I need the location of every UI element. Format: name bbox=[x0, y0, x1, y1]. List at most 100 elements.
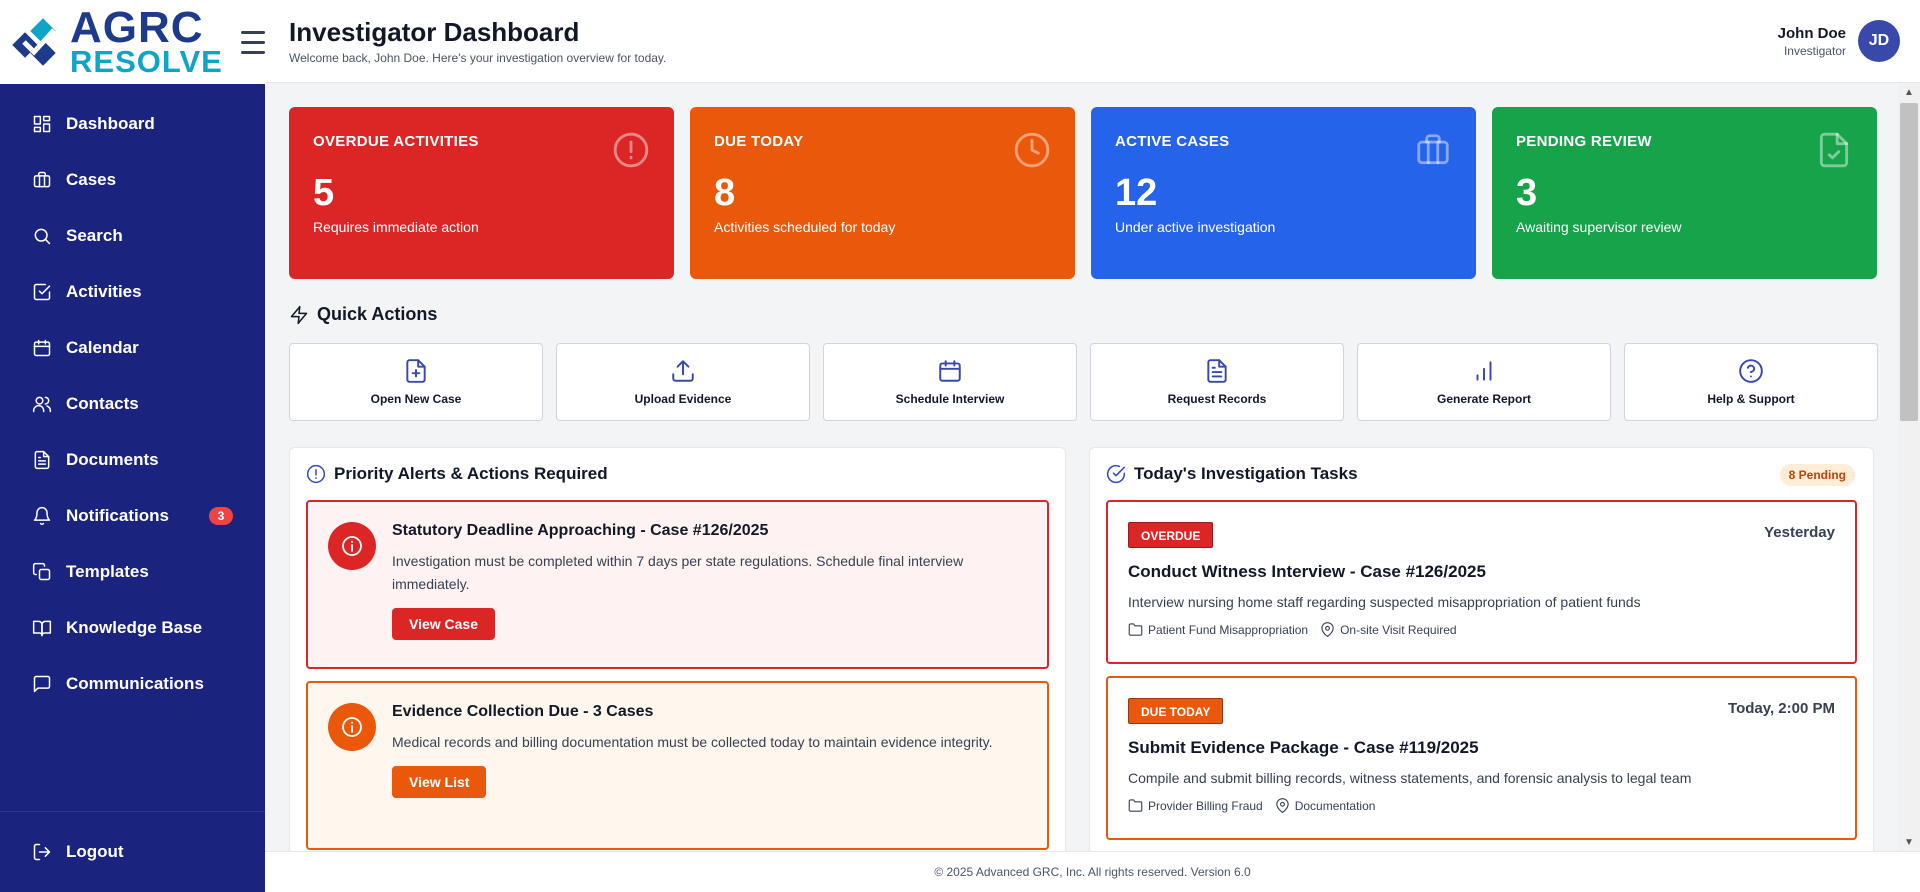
menu-toggle-icon[interactable] bbox=[240, 30, 265, 54]
sidebar-item-cases[interactable]: Cases bbox=[0, 152, 265, 208]
main-scrollbar[interactable]: ▲ ▼ bbox=[1898, 83, 1920, 851]
sidebar-item-communications[interactable]: Communications bbox=[0, 656, 265, 712]
stat-desc: Activities scheduled for today bbox=[714, 219, 896, 235]
stat-card-pending-review[interactable]: PENDING REVIEW 3 Awaiting supervisor rev… bbox=[1492, 107, 1877, 279]
quick-actions-row: Open New Case Upload Evidence Schedule I… bbox=[289, 343, 1878, 421]
stat-card-due-today[interactable]: DUE TODAY 8 Activities scheduled for tod… bbox=[690, 107, 1075, 279]
sidebar: AGRC RESOLVE Dashboard Cases Search Acti… bbox=[0, 0, 265, 892]
alert-text: Investigation must be completed within 7… bbox=[392, 553, 964, 592]
quick-actions-title: Quick Actions bbox=[317, 304, 438, 324]
check-circle-icon bbox=[1106, 465, 1126, 484]
alert-card: Evidence Collection Due - 3 Cases Medica… bbox=[306, 681, 1049, 850]
schedule-interview-button[interactable]: Schedule Interview bbox=[823, 343, 1077, 421]
task-description: Interview nursing home staff regarding s… bbox=[1128, 594, 1641, 610]
sidebar-item-label: Calendar bbox=[66, 338, 139, 357]
avatar[interactable]: JD bbox=[1858, 20, 1900, 62]
quick-action-label: Schedule Interview bbox=[895, 392, 1005, 406]
info-icon bbox=[328, 522, 376, 570]
task-time: Today, 2:00 PM bbox=[1728, 700, 1835, 717]
generate-report-button[interactable]: Generate Report bbox=[1357, 343, 1611, 421]
alert-circle-icon bbox=[306, 464, 326, 484]
sidebar-item-knowledge-base[interactable]: Knowledge Base bbox=[0, 600, 265, 656]
users-icon bbox=[32, 396, 52, 413]
task-title: Conduct Witness Interview - Case #126/20… bbox=[1128, 562, 1486, 581]
task-location: Documentation bbox=[1275, 798, 1375, 813]
copy-icon bbox=[32, 562, 51, 581]
task-card[interactable]: OVERDUE Yesterday Conduct Witness Interv… bbox=[1106, 500, 1857, 664]
request-records-button[interactable]: Request Records bbox=[1090, 343, 1344, 421]
sidebar-item-label: Contacts bbox=[66, 394, 139, 413]
sidebar-item-activities[interactable]: Activities bbox=[0, 264, 265, 320]
stat-card-active-cases[interactable]: ACTIVE CASES 12 Under active investigati… bbox=[1091, 107, 1476, 279]
sidebar-item-label: Communications bbox=[66, 674, 204, 693]
view-case-button[interactable]: View Case bbox=[392, 608, 496, 640]
sidebar-item-label: Documents bbox=[66, 450, 159, 469]
sidebar-item-notifications[interactable]: Notifications 3 bbox=[0, 488, 265, 544]
status-badge: OVERDUE bbox=[1128, 522, 1214, 548]
panel-title: Priority Alerts & Actions Required bbox=[334, 464, 608, 483]
help-support-button[interactable]: Help & Support bbox=[1624, 343, 1878, 421]
task-description: Compile and submit billing records, witn… bbox=[1128, 770, 1692, 786]
copyright-text: © 2025 Advanced GRC, Inc. All rights res… bbox=[934, 865, 1251, 879]
sidebar-item-dashboard[interactable]: Dashboard bbox=[0, 96, 265, 152]
stats-row: OVERDUE ACTIVITIES 5 Requires immediate … bbox=[289, 107, 1877, 279]
upload-evidence-button[interactable]: Upload Evidence bbox=[556, 343, 810, 421]
task-location-label: On-site Visit Required bbox=[1340, 622, 1457, 637]
user-menu[interactable]: John Doe Investigator JD bbox=[1778, 20, 1900, 62]
stat-label: PENDING REVIEW bbox=[1516, 133, 1652, 150]
stat-label: ACTIVE CASES bbox=[1115, 133, 1230, 150]
quick-action-label: Request Records bbox=[1167, 392, 1267, 406]
page-subtitle: Welcome back, John Doe. Here's your inve… bbox=[289, 51, 667, 65]
view-list-button[interactable]: View List bbox=[392, 766, 487, 798]
sidebar-item-label: Knowledge Base bbox=[66, 618, 203, 637]
task-meta: Provider Billing Fraud Documentation bbox=[1128, 798, 1835, 813]
calendar-icon bbox=[33, 339, 51, 357]
task-category-label: Provider Billing Fraud bbox=[1148, 798, 1263, 813]
document-icon bbox=[34, 450, 50, 470]
briefcase-icon bbox=[33, 171, 51, 188]
folder-icon bbox=[1128, 799, 1143, 812]
alert-circle-icon bbox=[613, 132, 649, 168]
map-pin-icon bbox=[1276, 798, 1289, 813]
brand-line-2: RESOLVE bbox=[70, 43, 223, 79]
sidebar-item-templates[interactable]: Templates bbox=[0, 544, 265, 600]
sidebar-item-label: Notifications bbox=[66, 506, 169, 525]
scroll-thumb[interactable] bbox=[1900, 103, 1918, 421]
info-icon bbox=[328, 703, 376, 751]
brand-bar: AGRC RESOLVE bbox=[0, 0, 265, 84]
help-circle-icon bbox=[1739, 359, 1763, 383]
message-icon bbox=[33, 675, 51, 693]
sidebar-item-contacts[interactable]: Contacts bbox=[0, 376, 265, 432]
book-icon bbox=[32, 620, 52, 637]
sidebar-item-search[interactable]: Search bbox=[0, 208, 265, 264]
sidebar-item-documents[interactable]: Documents bbox=[0, 432, 265, 488]
folder-icon bbox=[1128, 623, 1143, 636]
scroll-down-arrow-icon[interactable]: ▼ bbox=[1904, 836, 1914, 848]
task-location: On-site Visit Required bbox=[1320, 622, 1457, 637]
top-header: Investigator Dashboard Welcome back, Joh… bbox=[265, 0, 1920, 83]
logout-button[interactable]: Logout bbox=[0, 811, 265, 892]
sidebar-item-calendar[interactable]: Calendar bbox=[0, 320, 265, 376]
task-category-label: Patient Fund Misappropriation bbox=[1148, 622, 1309, 637]
panel-header: Today's Investigation Tasks 8 Pending bbox=[1090, 448, 1873, 500]
open-new-case-button[interactable]: Open New Case bbox=[289, 343, 543, 421]
logout-icon bbox=[33, 843, 51, 861]
stat-card-overdue[interactable]: OVERDUE ACTIVITIES 5 Requires immediate … bbox=[289, 107, 674, 279]
user-info: John Doe Investigator bbox=[1778, 25, 1846, 58]
lightning-icon bbox=[290, 305, 308, 324]
task-card[interactable]: DUE TODAY Today, 2:00 PM Submit Evidence… bbox=[1106, 676, 1857, 840]
quick-action-label: Open New Case bbox=[370, 392, 462, 406]
stat-label: OVERDUE ACTIVITIES bbox=[313, 133, 479, 150]
check-square-icon bbox=[33, 283, 51, 301]
bell-icon bbox=[33, 506, 51, 526]
file-plus-icon bbox=[406, 359, 426, 383]
file-text-icon bbox=[1207, 359, 1227, 383]
sidebar-item-label: Search bbox=[66, 226, 123, 245]
logout-label: Logout bbox=[66, 842, 124, 861]
panel-title: Today's Investigation Tasks bbox=[1134, 464, 1358, 483]
logo[interactable]: AGRC RESOLVE bbox=[12, 6, 223, 79]
scroll-up-arrow-icon[interactable]: ▲ bbox=[1904, 86, 1914, 98]
stat-value: 8 bbox=[714, 172, 736, 214]
stat-desc: Under active investigation bbox=[1115, 219, 1276, 235]
file-check-icon bbox=[1819, 132, 1849, 168]
